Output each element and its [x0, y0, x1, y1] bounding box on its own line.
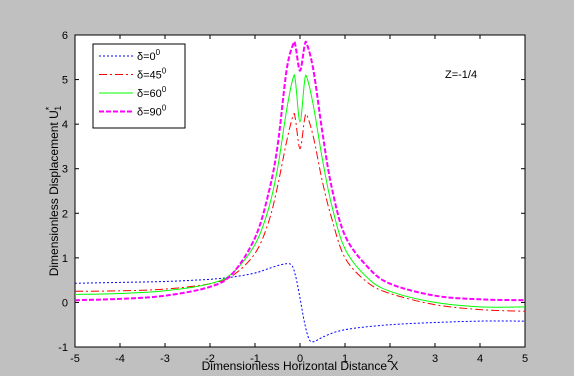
z-annotation: Z=-1/4	[445, 69, 477, 81]
legend-label-1: δ=450	[137, 67, 167, 82]
x-tick-label: -3	[160, 353, 170, 365]
y-tick-label: 4	[62, 119, 68, 131]
y-axis-label-subscript: 1	[53, 106, 63, 111]
legend-label-text: δ=90	[137, 107, 162, 119]
series-line-0	[75, 263, 525, 343]
y-tick-label: 2	[62, 208, 68, 220]
y-axis-label-text: Dimensionless Displacement U	[47, 110, 61, 276]
axis-ticks: -5 -4 -3 -2 -1 0 1 2 3 4 5 -1 0 1 2 3 4 5 6	[58, 30, 528, 365]
x-tick-label: -1	[250, 353, 260, 365]
legend-label-text: δ=45	[137, 70, 162, 82]
x-tick-label: 4	[477, 353, 483, 365]
series-lines	[75, 40, 525, 343]
y-tick-label: 6	[62, 30, 68, 42]
x-tick-label: -4	[115, 353, 125, 365]
x-tick-label: -5	[70, 353, 80, 365]
legend-label-text: δ=0	[137, 51, 156, 63]
x-tick-label: 3	[432, 353, 438, 365]
legend-label-superscript: 0	[162, 104, 167, 113]
x-tick-label: 1	[342, 353, 348, 365]
y-tick-label: 3	[62, 164, 68, 176]
legend-label-2: δ=600	[137, 85, 167, 100]
legend-label-3: δ=900	[137, 104, 167, 119]
legend-label-superscript: 0	[162, 85, 167, 94]
legend-label-superscript: 0	[162, 67, 167, 76]
legend-label-0: δ=00	[137, 48, 161, 63]
legend-label-text: δ=60	[137, 88, 162, 100]
x-tick-label: 2	[387, 353, 393, 365]
y-axis-label: Dimensionless Displacement U*1	[44, 106, 63, 277]
y-tick-label: 0	[62, 297, 68, 309]
x-tick-label: 0	[297, 353, 303, 365]
x-tick-label: 5	[522, 353, 528, 365]
y-tick-label: 5	[62, 75, 68, 87]
legend-label-superscript: 0	[156, 48, 161, 57]
y-tick-label: 1	[62, 253, 68, 265]
series-line-3	[75, 40, 525, 302]
x-tick-label: -2	[205, 353, 215, 365]
series-line-2	[75, 74, 525, 308]
series-line-1	[75, 113, 525, 312]
x-axis-label: Dimensionless Horizontal Distance X	[202, 359, 399, 373]
y-tick-label: -1	[58, 342, 68, 354]
legend-box	[92, 43, 186, 129]
y-axis-label-superscript: *	[44, 106, 54, 110]
